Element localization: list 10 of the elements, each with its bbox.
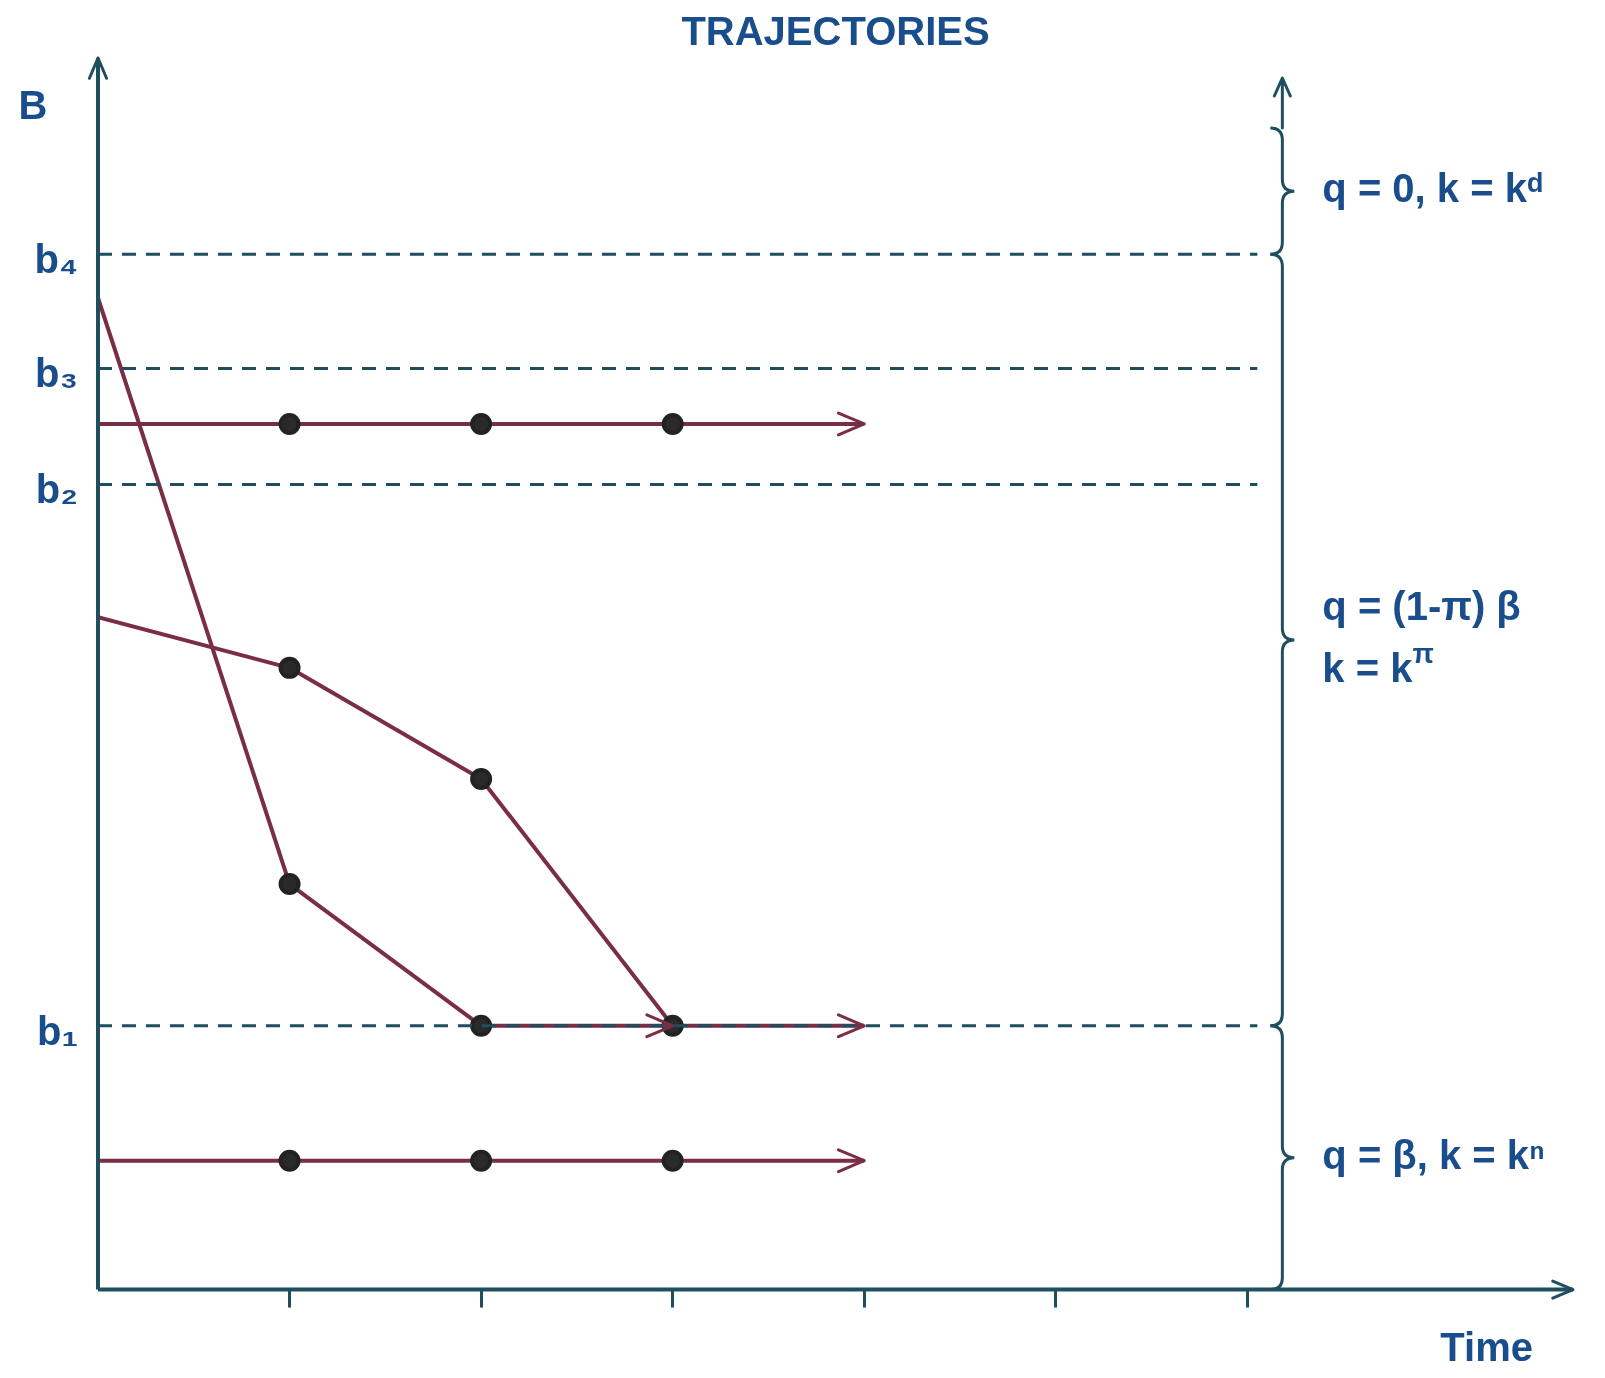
y-axis-title: B [18, 83, 48, 128]
ref-line-label: b₃ [35, 351, 79, 396]
ref-line-label: b₂ [35, 467, 79, 512]
ref-line-label: b₁ [37, 1008, 79, 1053]
chart-title: TRAJECTORIES [681, 9, 990, 54]
text: q = (1-π) β [1322, 584, 1521, 629]
text: q = 0, k = kᵈ [1322, 166, 1543, 211]
ref-line-label: b₄ [34, 237, 78, 282]
x-axis-title: Time [1440, 1324, 1533, 1369]
text: q = β, k = kⁿ [1322, 1132, 1545, 1177]
